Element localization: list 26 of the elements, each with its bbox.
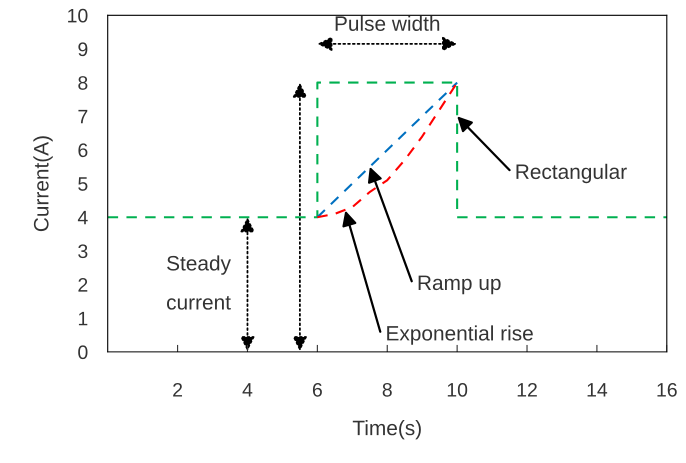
y-tick-label: 1 — [78, 312, 88, 326]
x-tick-label: 4 — [242, 383, 252, 397]
y-tick-label: 4 — [78, 210, 88, 224]
x-axis-title: Time(s) — [352, 420, 421, 440]
x-tick-label: 14 — [588, 383, 608, 397]
y-tick-label: 10 — [68, 8, 88, 23]
y-tick-label: 8 — [78, 76, 88, 90]
y-tick-label: 3 — [78, 244, 88, 258]
y-tick-label: 9 — [78, 42, 88, 56]
y-tick-label: 7 — [78, 110, 88, 124]
y-tick-label: 0 — [78, 345, 88, 360]
y-tick-label: 5 — [78, 177, 88, 191]
x-tick-label: 2 — [173, 382, 182, 397]
annotation: Exponential rise — [387, 325, 533, 345]
x-tick-label: 8 — [382, 382, 392, 397]
y-tick-label: 2 — [78, 278, 88, 292]
x-tick-label: 12 — [518, 382, 537, 397]
y-tick-label: 6 — [78, 143, 88, 158]
y-axis-title: Current(A) — [33, 136, 53, 232]
x-tick-label: 6 — [312, 382, 322, 397]
x-tick-label: 10 — [448, 382, 468, 397]
annotation: Rectangular — [516, 164, 627, 184]
x-tick-label: 16 — [657, 382, 677, 397]
annotation: Ramp up — [418, 276, 501, 294]
annotation: Steady current — [167, 255, 231, 310]
annotation: Pulse width — [336, 16, 440, 31]
